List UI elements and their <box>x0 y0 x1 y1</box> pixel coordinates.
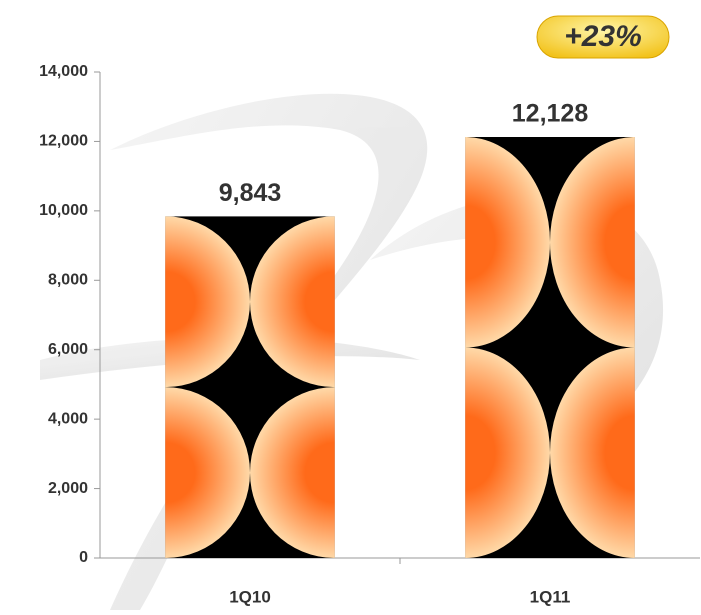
y-tick-label: 4,000 <box>48 410 88 427</box>
bar-glow <box>250 387 420 558</box>
y-tick-label: 6,000 <box>48 341 88 358</box>
y-tick-label: 10,000 <box>39 202 88 219</box>
y-tick-label: 14,000 <box>39 63 88 80</box>
y-tick-label: 2,000 <box>48 480 88 497</box>
y-tick-label: 8,000 <box>48 272 88 289</box>
x-tick-label: 1Q10 <box>229 587 271 606</box>
y-tick-label: 0 <box>79 549 88 566</box>
value-label: 9,843 <box>219 179 282 207</box>
x-tick-label: 1Q11 <box>530 587 571 606</box>
value-label: 12,128 <box>512 100 589 128</box>
y-tick-label: 12,000 <box>39 133 88 150</box>
bar <box>81 216 420 558</box>
bar-glow <box>81 387 251 558</box>
bar-glow <box>381 347 551 558</box>
annotation-badge: +23% <box>537 16 669 58</box>
annotation: +23% <box>564 20 642 53</box>
